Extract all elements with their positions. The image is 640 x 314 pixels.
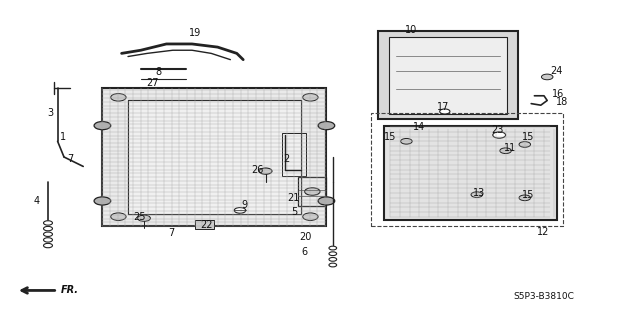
Text: 4: 4: [34, 196, 40, 206]
Text: 15: 15: [522, 132, 534, 142]
Text: 22: 22: [200, 220, 213, 230]
Text: 25: 25: [133, 212, 146, 222]
Polygon shape: [195, 220, 214, 229]
Text: 5: 5: [291, 207, 298, 217]
Circle shape: [111, 213, 126, 220]
Circle shape: [303, 94, 318, 101]
Text: 15: 15: [384, 132, 397, 142]
Circle shape: [318, 122, 335, 130]
Polygon shape: [102, 88, 326, 226]
Circle shape: [303, 213, 318, 220]
Polygon shape: [128, 100, 301, 214]
Circle shape: [94, 122, 111, 130]
Circle shape: [440, 109, 450, 114]
Text: 6: 6: [301, 247, 308, 257]
Polygon shape: [378, 31, 518, 119]
Text: FR.: FR.: [61, 285, 79, 295]
Circle shape: [401, 138, 412, 144]
Text: 15: 15: [522, 190, 534, 200]
Text: 16: 16: [552, 89, 564, 99]
Text: 7: 7: [168, 228, 175, 238]
Bar: [282, 133, 306, 176]
Circle shape: [500, 148, 511, 154]
Text: 19: 19: [189, 28, 202, 38]
Text: 12: 12: [536, 227, 549, 237]
Text: 24: 24: [550, 66, 563, 76]
Text: 13: 13: [472, 188, 485, 198]
Circle shape: [318, 197, 335, 205]
Text: 17: 17: [436, 102, 449, 112]
Circle shape: [259, 168, 272, 174]
Polygon shape: [384, 126, 557, 220]
Text: 2: 2: [284, 154, 290, 164]
Circle shape: [138, 215, 150, 221]
Circle shape: [519, 142, 531, 147]
Bar: [298, 177, 326, 206]
Circle shape: [519, 195, 531, 201]
Text: 8: 8: [156, 67, 162, 77]
Polygon shape: [128, 100, 301, 214]
Circle shape: [94, 197, 111, 205]
Text: 20: 20: [300, 232, 312, 242]
Text: 26: 26: [252, 165, 264, 175]
Circle shape: [541, 74, 553, 80]
Circle shape: [493, 132, 506, 138]
Text: 14: 14: [413, 122, 426, 132]
Text: 10: 10: [405, 25, 418, 35]
Polygon shape: [389, 37, 507, 114]
Text: 7: 7: [67, 154, 74, 164]
Text: 1: 1: [60, 132, 66, 142]
Text: 9: 9: [241, 200, 248, 210]
Circle shape: [111, 94, 126, 101]
Text: 3: 3: [47, 108, 53, 118]
Circle shape: [305, 188, 320, 195]
Text: 18: 18: [556, 97, 568, 107]
Text: S5P3-B3810C: S5P3-B3810C: [513, 292, 575, 301]
Text: 21: 21: [287, 193, 300, 203]
Text: 23: 23: [492, 125, 504, 135]
Circle shape: [234, 208, 246, 213]
Text: 27: 27: [146, 78, 159, 88]
Text: 11: 11: [504, 143, 516, 153]
Circle shape: [471, 192, 483, 198]
